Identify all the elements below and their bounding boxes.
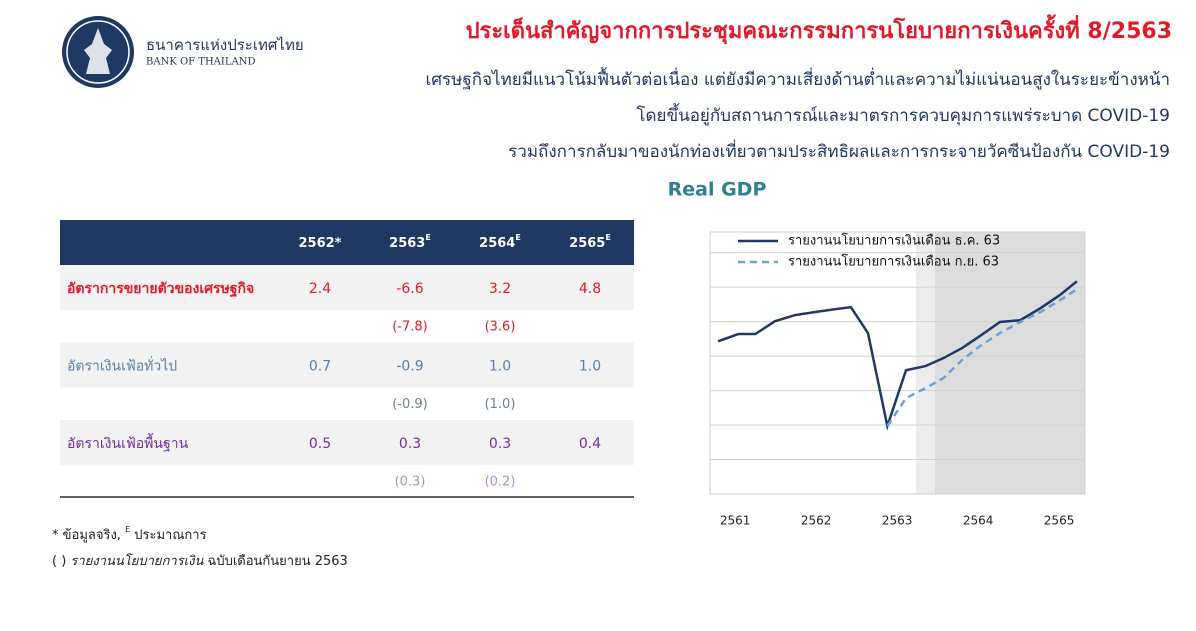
cell-previous: (1.0): [485, 397, 516, 412]
subtitle-line: รวมถึงการกลับมาของนักท่องเที่ยวตามประสิท…: [508, 139, 1170, 162]
column-year: 2562*: [299, 236, 342, 251]
cell-value: 0.5: [309, 436, 331, 452]
row-band: [60, 342, 634, 388]
column-header: 2563E: [389, 233, 431, 251]
note: * ข้อมูลจริง, E ประมาณการ: [52, 525, 207, 543]
cell-value: 0.7: [309, 359, 331, 375]
row-band: [60, 265, 634, 310]
title: ประเด็นสำคัญจากการประชุมคณะกรรมการนโยบาย…: [466, 14, 1172, 45]
column-sup: E: [515, 233, 520, 242]
cell-previous: (3.6): [485, 320, 516, 335]
cell-previous: (-7.8): [392, 320, 428, 335]
note: ( ) รายงานนโยบายการเงิน ฉบับเดือนกันยายน…: [52, 553, 348, 569]
cell-value: 1.0: [489, 359, 511, 375]
column-year: 2563: [389, 236, 425, 251]
plot-frame: [709, 231, 1086, 495]
series-line: [717, 280, 1078, 431]
series-line: [886, 288, 1078, 427]
logo-figure: [84, 28, 112, 74]
cell-value: 4.8: [579, 281, 601, 297]
logo-th: ธนาคารแห่งประเทศไทย: [146, 36, 304, 54]
logo: [62, 16, 134, 88]
column-header: 2564E: [479, 233, 521, 251]
forecast-shade-light: [916, 232, 935, 494]
subtitle-line: เศรษฐกิจไทยมีแนวโน้มฟื้นตัวต่อเนื่อง แต่…: [425, 67, 1170, 90]
cell-value: 0.3: [489, 436, 511, 452]
legend-label: รายงานนโยบายการเงินเดือน ธ.ค. 63: [788, 233, 1000, 249]
column-header: 2562*: [299, 236, 342, 251]
column-year: 2565: [569, 236, 605, 251]
legend-label: รายงานนโยบายการเงินเดือน ก.ย. 63: [788, 254, 999, 270]
row-label: อัตราเงินเฟ้อพื้นฐาน: [67, 433, 189, 452]
x-tick-label: 2563: [882, 514, 913, 528]
cell-previous: (0.2): [485, 475, 516, 490]
cell-value: 2.4: [309, 281, 331, 297]
cell-previous: (-0.9): [392, 397, 428, 412]
row-band: [60, 420, 634, 465]
row-label: อัตราการขยายตัวของเศรษฐกิจ: [67, 281, 254, 298]
cell-previous: (0.3): [395, 475, 426, 490]
column-year: 2564: [479, 236, 515, 251]
x-tick-label: 2561: [720, 514, 751, 528]
chart-title: Real GDP: [668, 179, 767, 201]
row-label: อัตราเงินเฟ้อทั่วไป: [67, 357, 177, 375]
cell-value: -6.6: [396, 281, 423, 297]
logo-en: BANK OF THAILAND: [146, 57, 255, 68]
logo-ring: [66, 20, 130, 84]
table-header: [60, 220, 634, 265]
x-tick-label: 2562: [801, 514, 832, 528]
cell-value: -0.9: [396, 359, 423, 375]
x-tick-label: 2564: [963, 514, 994, 528]
column-sup: E: [425, 233, 430, 242]
cell-value: 0.3: [399, 436, 421, 452]
subtitle-line: โดยขึ้นอยู่กับสถานการณ์และมาตรการควบคุมก…: [636, 103, 1170, 126]
cell-value: 0.4: [579, 436, 601, 452]
x-tick-label: 2565: [1044, 514, 1075, 528]
cell-value: 3.2: [489, 281, 511, 297]
column-header: 2565E: [569, 233, 611, 251]
column-sup: E: [605, 233, 610, 242]
cell-value: 1.0: [579, 359, 601, 375]
